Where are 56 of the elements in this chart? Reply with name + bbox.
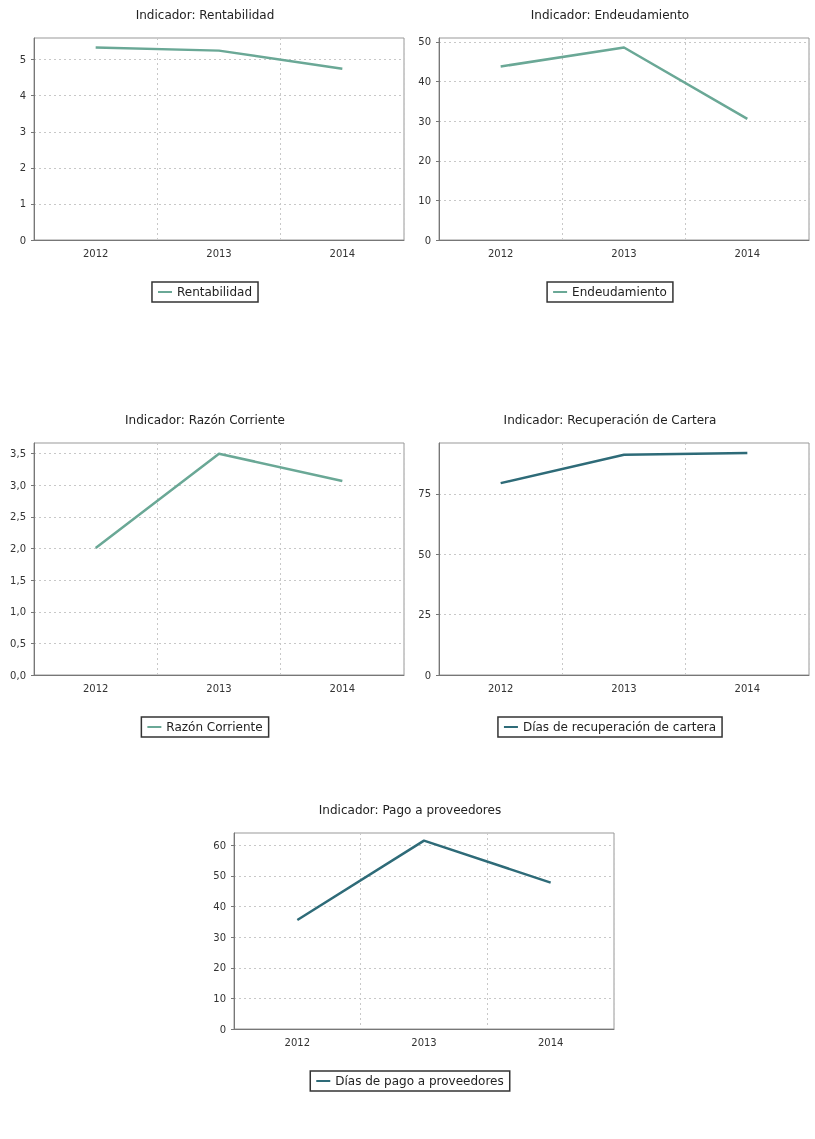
x-tick-label: 2014	[734, 682, 761, 694]
y-tick-label: 3,0	[10, 479, 26, 491]
chart-title: Indicador: Razón Corriente	[125, 413, 285, 427]
x-tick-label: 2012	[82, 247, 109, 259]
y-tick-label: 0,0	[10, 669, 26, 681]
y-tick-label: 20	[418, 155, 431, 167]
x-tick-label: 2013	[206, 682, 232, 694]
x-tick-label: 2013	[611, 247, 637, 259]
y-tick-label: 2,0	[10, 543, 26, 555]
y-tick-label: 25	[418, 609, 431, 621]
y-tick-label: 1,5	[10, 574, 26, 586]
legend-label: Días de recuperación de cartera	[522, 720, 717, 734]
legend-label: Endeudamiento	[572, 285, 667, 299]
x-tick-label: 2013	[411, 1036, 437, 1048]
y-tick-label: 0	[424, 234, 431, 246]
y-tick-label: 0	[219, 1023, 226, 1035]
y-tick-label: 75	[418, 488, 431, 500]
chart-title: Indicador: Endeudamiento	[530, 8, 690, 22]
y-tick-label: 3,5	[10, 448, 26, 460]
y-tick-label: 1,0	[10, 606, 26, 618]
x-tick-label: 2012	[284, 1036, 311, 1048]
y-tick-label: 0	[424, 669, 431, 681]
y-tick-label: 40	[213, 901, 226, 912]
chart-title: Indicador: Rentabilidad	[135, 8, 275, 22]
y-tick-label: 5	[19, 54, 26, 66]
x-tick-label: 2014	[329, 682, 356, 694]
x-tick-label: 2013	[611, 682, 637, 694]
x-tick-label: 2012	[487, 247, 514, 259]
y-tick-label: 0,5	[10, 637, 26, 649]
y-tick-label: 60	[213, 839, 226, 851]
x-tick-label: 2013	[206, 247, 232, 259]
y-tick-label: 3	[19, 126, 26, 138]
x-tick-label: 2012	[82, 682, 109, 694]
legend-label: Razón Corriente	[166, 720, 263, 734]
y-tick-label: 10	[418, 194, 431, 206]
y-tick-label: 40	[418, 76, 431, 88]
y-tick-label: 50	[213, 870, 226, 882]
chart-title: Indicador: Recuperación de Cartera	[503, 413, 717, 427]
y-tick-label: 2	[19, 162, 26, 174]
y-tick-label: 30	[213, 931, 226, 943]
y-tick-label: 4	[19, 90, 26, 102]
chart-title: Indicador: Pago a proveedores	[318, 803, 502, 817]
x-tick-label: 2014	[537, 1036, 564, 1048]
legend-label: Días de pago a proveedores	[335, 1074, 504, 1088]
y-tick-label: 10	[213, 992, 226, 1004]
y-tick-label: 30	[418, 115, 431, 127]
x-tick-label: 2014	[734, 247, 761, 259]
y-tick-label: 50	[418, 548, 431, 560]
legend-label: Rentabilidad	[176, 285, 253, 299]
y-tick-label: 50	[418, 36, 431, 48]
y-tick-label: 0	[19, 234, 26, 246]
x-tick-label: 2012	[487, 682, 514, 694]
y-tick-label: 2,5	[10, 511, 26, 523]
y-tick-label: 1	[19, 198, 26, 210]
y-tick-label: 20	[213, 962, 226, 974]
x-tick-label: 2014	[329, 247, 356, 259]
